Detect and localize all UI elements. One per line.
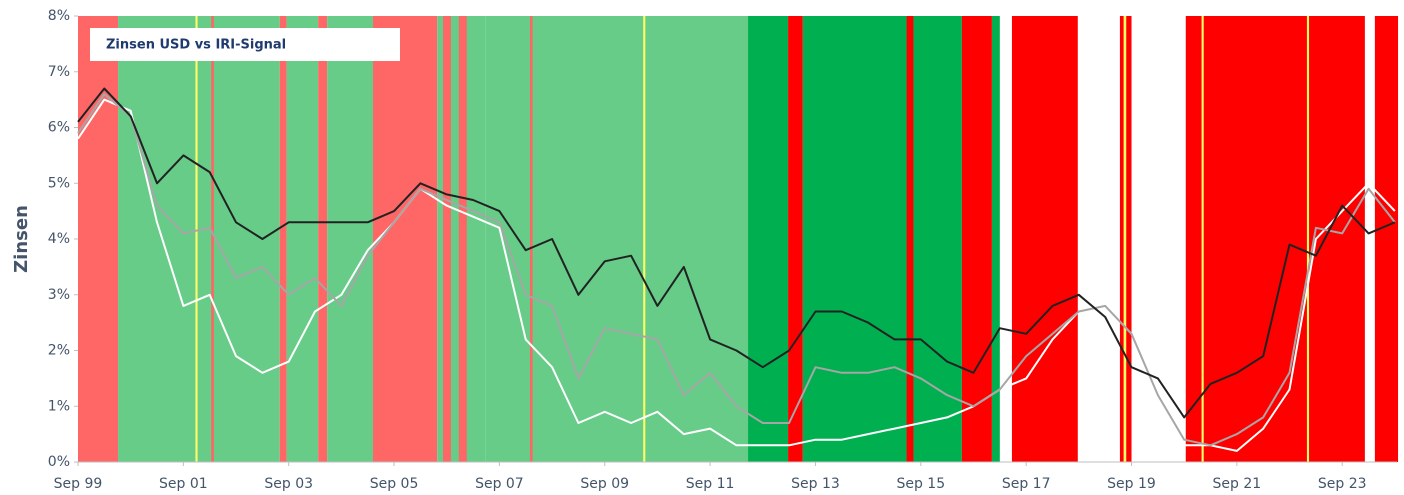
y-tick-label: 6% bbox=[48, 120, 70, 136]
chart-title: Zinsen USD vs IRI-Signal bbox=[106, 38, 286, 53]
y-tick-label: 1% bbox=[48, 398, 70, 414]
x-tick-label: Sep 05 bbox=[370, 476, 419, 492]
x-tick-label: Sep 13 bbox=[791, 476, 840, 492]
signal-band bbox=[1011, 16, 1078, 462]
x-tick-label: Sep 01 bbox=[159, 476, 208, 492]
signal-band bbox=[458, 16, 467, 462]
y-tick-label: 0% bbox=[48, 454, 70, 470]
x-tick-label: Sep 21 bbox=[1213, 476, 1262, 492]
x-tick-label: Sep 19 bbox=[1107, 476, 1156, 492]
y-tick-label: 5% bbox=[48, 175, 70, 191]
signal-band bbox=[286, 16, 319, 462]
signal-band bbox=[195, 16, 198, 462]
y-tick-label: 8% bbox=[48, 8, 70, 24]
lines bbox=[77, 87, 1396, 452]
signal-band bbox=[1201, 16, 1204, 462]
x-tick-label: Sep 17 bbox=[1002, 476, 1051, 492]
x-tick-label: Sep 11 bbox=[686, 476, 735, 492]
signal-band bbox=[279, 16, 287, 462]
signal-band bbox=[443, 16, 451, 462]
series-line bbox=[77, 93, 1396, 447]
x-tick-label: Sep 03 bbox=[264, 476, 313, 492]
signal-band bbox=[78, 16, 119, 462]
signal-band bbox=[118, 16, 280, 462]
series-line bbox=[77, 87, 1396, 419]
x-tick-label: Sep 09 bbox=[580, 476, 629, 492]
signal-band bbox=[961, 16, 992, 462]
x-tick-label: Sep 23 bbox=[1318, 476, 1367, 492]
x-tick-label: Sep 07 bbox=[475, 476, 524, 492]
signal-band bbox=[748, 16, 789, 462]
y-tick-label: 7% bbox=[48, 64, 70, 80]
signal-band bbox=[788, 16, 803, 462]
series-line bbox=[77, 98, 1396, 452]
signal-band bbox=[802, 16, 962, 462]
y-tick-label: 3% bbox=[48, 287, 70, 303]
title-box bbox=[90, 28, 400, 61]
signal-band bbox=[1306, 16, 1310, 462]
y-tick-label: 4% bbox=[48, 231, 70, 247]
y-tick-label: 2% bbox=[48, 343, 70, 359]
signal-band bbox=[372, 16, 438, 462]
signal-bands bbox=[78, 16, 1399, 462]
signal-band bbox=[529, 16, 533, 462]
signal-band bbox=[991, 16, 1000, 462]
signal-band bbox=[318, 16, 328, 462]
signal-band bbox=[643, 16, 646, 462]
signal-band bbox=[211, 16, 214, 462]
signal-band bbox=[906, 16, 914, 462]
x-tick-label: Sep 15 bbox=[896, 476, 945, 492]
x-tick-label: Sep 99 bbox=[54, 476, 103, 492]
signal-band bbox=[1374, 16, 1399, 462]
signal-band bbox=[1185, 16, 1365, 462]
signal-band bbox=[1123, 16, 1127, 462]
signal-band bbox=[485, 16, 749, 462]
y-axis-label: Zinsen bbox=[11, 205, 32, 273]
signal-band bbox=[327, 16, 373, 462]
